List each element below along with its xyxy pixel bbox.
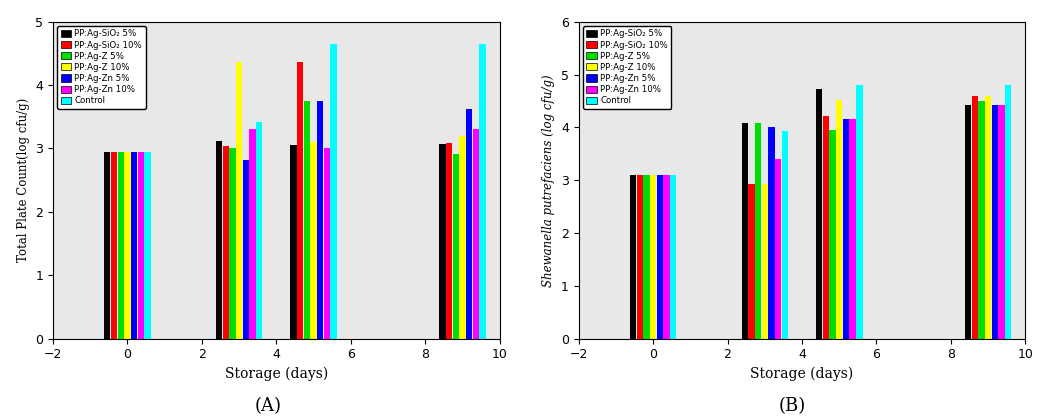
- Bar: [303, 101, 310, 339]
- Bar: [999, 105, 1005, 339]
- Legend: PP:Ag-SiO₂ 5%, PP:Ag-SiO₂ 10%, PP:Ag-Z 5%, PP:Ag-Z 10%, PP:Ag-Zn 5%, PP:Ag-Zn 10: PP:Ag-SiO₂ 5%, PP:Ag-SiO₂ 10%, PP:Ag-Z 5…: [583, 26, 671, 109]
- Bar: [118, 152, 124, 339]
- Bar: [236, 62, 243, 339]
- Bar: [985, 96, 991, 339]
- Bar: [1005, 85, 1011, 339]
- X-axis label: Storage (days): Storage (days): [225, 367, 328, 381]
- Legend: PP:Ag-SiO₂ 5%, PP:Ag-SiO₂ 10%, PP:Ag-Z 5%, PP:Ag-Z 10%, PP:Ag-Zn 5%, PP:Ag-Zn 10: PP:Ag-SiO₂ 5%, PP:Ag-SiO₂ 10%, PP:Ag-Z 5…: [58, 26, 146, 109]
- Y-axis label: Shewanella putrefaciens (log cfu/g): Shewanella putrefaciens (log cfu/g): [543, 74, 555, 287]
- Bar: [741, 123, 748, 339]
- Bar: [459, 136, 465, 339]
- Bar: [816, 89, 822, 339]
- Bar: [650, 175, 656, 339]
- Bar: [323, 148, 330, 339]
- Bar: [446, 143, 453, 339]
- Bar: [311, 142, 317, 339]
- Bar: [453, 153, 459, 339]
- Bar: [971, 96, 978, 339]
- Bar: [644, 175, 650, 339]
- Bar: [856, 85, 862, 339]
- Bar: [249, 129, 256, 339]
- Bar: [256, 122, 262, 339]
- Bar: [991, 105, 999, 339]
- Bar: [822, 116, 830, 339]
- Bar: [781, 131, 789, 339]
- Bar: [979, 101, 985, 339]
- Bar: [472, 129, 479, 339]
- Bar: [216, 141, 223, 339]
- Bar: [223, 146, 229, 339]
- Bar: [664, 175, 670, 339]
- Bar: [138, 152, 144, 339]
- Bar: [290, 145, 297, 339]
- Bar: [761, 184, 768, 339]
- Bar: [965, 105, 971, 339]
- Y-axis label: Total Plate Count(log cfu/g): Total Plate Count(log cfu/g): [17, 98, 29, 262]
- Bar: [229, 148, 235, 339]
- Bar: [830, 130, 836, 339]
- Bar: [331, 44, 337, 339]
- Bar: [439, 144, 445, 339]
- Bar: [630, 175, 636, 339]
- Bar: [297, 62, 303, 339]
- Bar: [317, 101, 323, 339]
- Bar: [636, 175, 643, 339]
- Bar: [836, 100, 842, 339]
- Bar: [749, 184, 755, 339]
- Bar: [769, 127, 775, 339]
- Bar: [670, 175, 676, 339]
- X-axis label: Storage (days): Storage (days): [751, 367, 854, 381]
- Bar: [755, 123, 761, 339]
- Bar: [466, 109, 472, 339]
- Bar: [144, 152, 151, 339]
- Bar: [656, 175, 663, 339]
- Bar: [104, 152, 110, 339]
- Text: (B): (B): [779, 397, 806, 415]
- Bar: [849, 119, 856, 339]
- Bar: [243, 160, 249, 339]
- Bar: [843, 119, 849, 339]
- Bar: [480, 44, 486, 339]
- Bar: [124, 152, 130, 339]
- Bar: [775, 159, 781, 339]
- Text: (A): (A): [254, 397, 281, 415]
- Bar: [111, 152, 118, 339]
- Bar: [131, 152, 138, 339]
